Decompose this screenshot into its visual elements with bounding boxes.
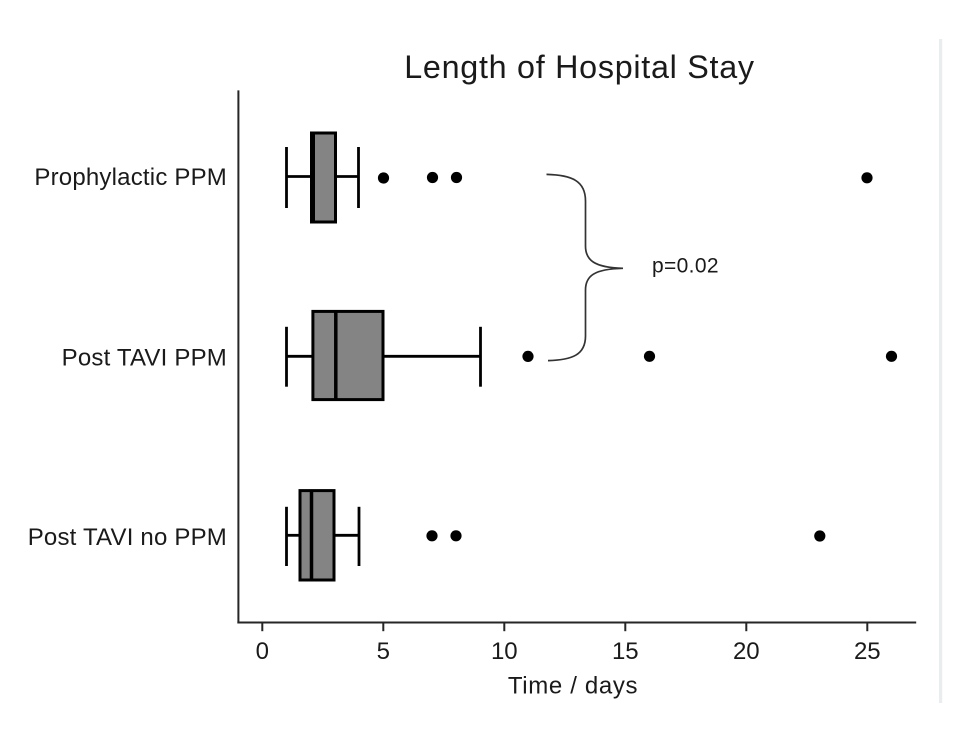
svg-text:10: 10 [491,638,518,665]
svg-text:Length of Hospital Stay: Length of Hospital Stay [404,49,755,85]
svg-text:Time / days: Time / days [508,672,638,699]
svg-text:20: 20 [733,638,760,665]
svg-text:25: 25 [854,638,881,665]
svg-text:Post TAVI no PPM: Post TAVI no PPM [28,524,227,551]
svg-text:Prophylactic PPM: Prophylactic PPM [34,164,227,191]
svg-text:p=0.02: p=0.02 [652,254,719,277]
svg-text:0: 0 [256,638,269,665]
svg-text:5: 5 [377,638,390,665]
svg-text:Post TAVI PPM: Post TAVI PPM [62,344,227,371]
svg-text:15: 15 [612,638,639,665]
